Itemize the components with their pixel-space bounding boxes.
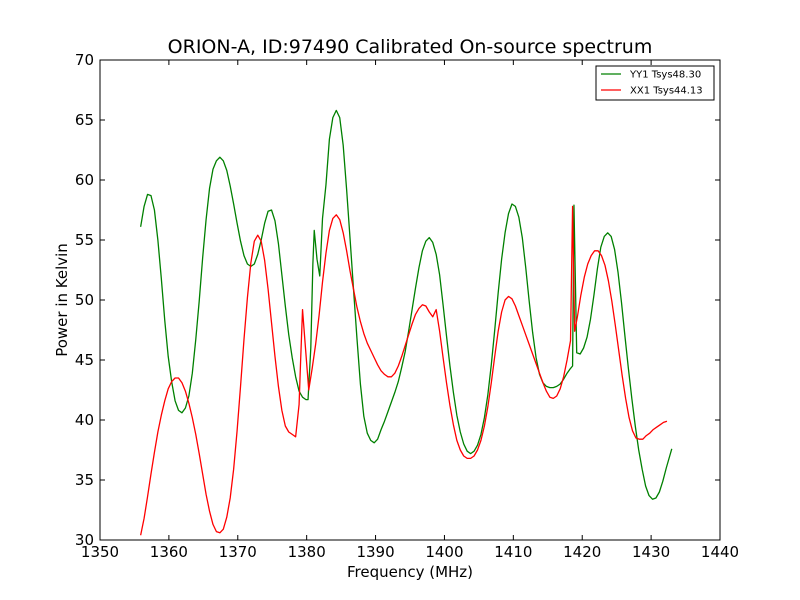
- x-axis-label: Frequency (MHz): [347, 563, 473, 581]
- chart-title: ORION-A, ID:97490 Calibrated On-source s…: [168, 36, 653, 58]
- x-tick-label: 1420: [563, 543, 601, 561]
- x-tick-label: 1400: [425, 543, 463, 561]
- legend-box: [595, 65, 715, 101]
- x-tick-label: 1380: [288, 543, 326, 561]
- x-axis-ticks: 1350 1360 1370 1380 1390 1400 1410 1420 1430 1440: [81, 60, 739, 561]
- legend: YY1 Tsys48.30 XX1 Tsys44.13: [595, 65, 715, 101]
- series-line-xx1: [140, 205, 668, 536]
- legend-label-yy1: YY1 Tsys48.30: [629, 70, 701, 81]
- series-group: [139, 109, 673, 536]
- x-tick-label: 1370: [219, 543, 257, 561]
- plot-area: 1350 1360 1370 1380 1390 1400 1410 1420 1430 1440…: [75, 51, 739, 561]
- y-axis-label: Power in Kelvin: [53, 243, 71, 357]
- y-tick-label: 30: [75, 531, 94, 549]
- x-tick-label: 1410: [494, 543, 532, 561]
- plot-frame: [100, 60, 720, 540]
- legend-label-xx1: XX1 Tsys44.13: [630, 86, 703, 97]
- y-tick-label: 60: [75, 171, 94, 189]
- y-axis-ticks: 30 35 40 45 50 55 60 65 70: [75, 51, 720, 549]
- x-tick-label: 1390: [356, 543, 394, 561]
- y-tick-label: 45: [75, 351, 94, 369]
- y-tick-label: 55: [75, 231, 94, 249]
- y-tick-label: 50: [75, 291, 94, 309]
- y-tick-label: 65: [75, 111, 94, 129]
- y-tick-label: 70: [75, 51, 94, 69]
- x-tick-label: 1360: [150, 543, 188, 561]
- x-tick-label: 1440: [701, 543, 739, 561]
- x-tick-label: 1430: [632, 543, 670, 561]
- x-tick-label: 1350: [81, 543, 119, 561]
- y-tick-label: 35: [75, 471, 94, 489]
- series-line-yy1: [139, 109, 673, 500]
- y-tick-label: 40: [75, 411, 94, 429]
